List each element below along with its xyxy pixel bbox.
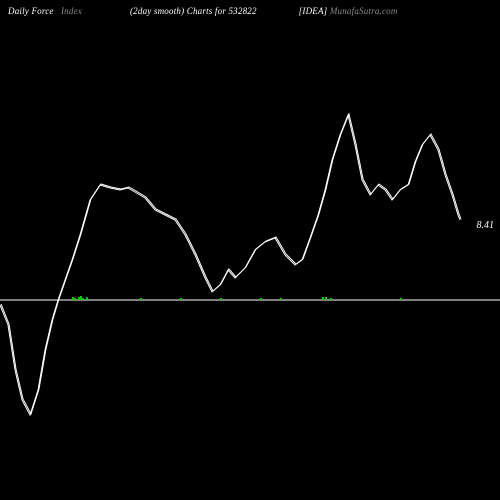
chart-header: Daily Force Index (2day smooth) Charts f… xyxy=(0,6,500,16)
title-part2: Index xyxy=(61,6,82,16)
force-index-chart: 8.41 xyxy=(0,20,500,480)
chart-svg xyxy=(0,20,500,480)
current-value-label: 8.41 xyxy=(477,220,495,231)
ticker-label: [IDEA] xyxy=(299,6,328,16)
chart-subtitle: (2day smooth) Charts for 532822 xyxy=(130,6,257,16)
site-credit: MunafaSutra.com xyxy=(327,6,397,16)
title-part1: Daily Force xyxy=(8,6,54,16)
